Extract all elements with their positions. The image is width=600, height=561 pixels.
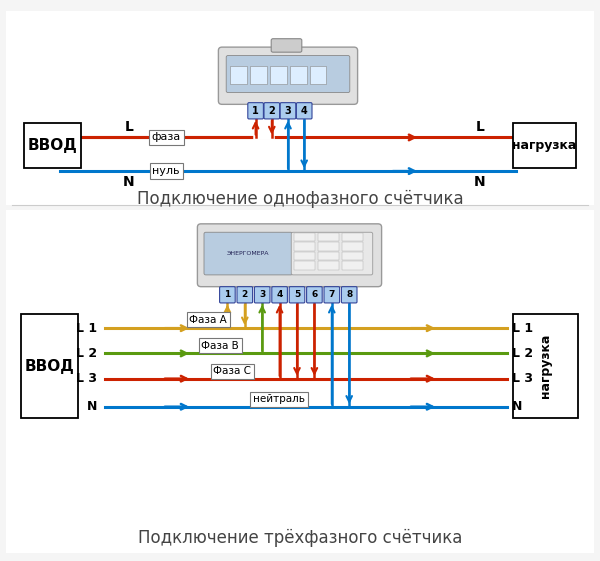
FancyBboxPatch shape [271,39,302,52]
FancyBboxPatch shape [197,224,382,287]
Text: ВВОД: ВВОД [25,358,74,374]
FancyBboxPatch shape [280,103,296,119]
FancyBboxPatch shape [237,287,253,303]
Text: L 3: L 3 [512,372,533,385]
FancyBboxPatch shape [6,11,594,205]
Text: нуль: нуль [152,166,180,176]
Text: 5: 5 [294,290,300,300]
Text: N: N [474,176,486,189]
FancyBboxPatch shape [318,261,338,270]
FancyBboxPatch shape [218,47,358,104]
Text: 3: 3 [284,106,292,116]
Text: нейтраль: нейтраль [253,394,305,404]
FancyBboxPatch shape [24,123,81,168]
Text: L: L [125,121,133,134]
FancyBboxPatch shape [318,252,338,260]
Text: 2: 2 [242,290,248,300]
FancyBboxPatch shape [324,287,340,303]
Text: фаза: фаза [152,132,181,142]
Text: L: L [476,121,484,134]
Text: ЭНЕРГОМЕРА: ЭНЕРГОМЕРА [227,251,269,256]
FancyBboxPatch shape [294,242,314,251]
FancyBboxPatch shape [21,314,78,418]
Text: 8: 8 [346,290,352,300]
FancyBboxPatch shape [318,242,338,251]
FancyBboxPatch shape [342,261,362,270]
Text: N: N [87,400,97,413]
Text: 1: 1 [252,106,259,116]
Text: ВВОД: ВВОД [28,139,77,153]
FancyBboxPatch shape [307,287,322,303]
FancyBboxPatch shape [310,66,326,84]
FancyBboxPatch shape [254,287,270,303]
Text: Фаза С: Фаза С [213,366,251,376]
Text: 4: 4 [277,290,283,300]
FancyBboxPatch shape [230,66,247,84]
Text: 3: 3 [259,290,265,300]
FancyBboxPatch shape [513,123,576,168]
FancyBboxPatch shape [341,287,357,303]
FancyBboxPatch shape [289,287,305,303]
Text: L 2: L 2 [76,347,97,360]
FancyBboxPatch shape [294,261,314,270]
FancyBboxPatch shape [248,103,263,119]
FancyBboxPatch shape [290,66,307,84]
Text: L 1: L 1 [76,321,97,335]
FancyBboxPatch shape [272,287,287,303]
FancyBboxPatch shape [318,233,338,241]
Text: L 2: L 2 [512,347,533,360]
FancyBboxPatch shape [342,252,362,260]
FancyBboxPatch shape [270,66,287,84]
FancyBboxPatch shape [291,232,373,275]
FancyBboxPatch shape [513,314,578,418]
Text: 2: 2 [268,106,275,116]
FancyBboxPatch shape [342,233,362,241]
Text: N: N [123,176,135,189]
Text: Подключение трёхфазного счётчика: Подключение трёхфазного счётчика [138,529,462,547]
Text: 1: 1 [224,290,230,300]
FancyBboxPatch shape [6,210,594,553]
Text: нагрузка: нагрузка [512,139,577,153]
Text: 6: 6 [311,290,317,300]
Text: нагрузка: нагрузка [539,334,552,398]
FancyBboxPatch shape [342,242,362,251]
FancyBboxPatch shape [204,232,293,275]
Text: 7: 7 [329,290,335,300]
Text: Подключение однофазного счётчика: Подключение однофазного счётчика [137,190,463,208]
Text: Фаза В: Фаза В [202,341,239,351]
Text: Фаза А: Фаза А [190,315,227,325]
FancyBboxPatch shape [296,103,312,119]
FancyBboxPatch shape [294,233,314,241]
FancyBboxPatch shape [264,103,280,119]
FancyBboxPatch shape [250,66,267,84]
Text: 4: 4 [301,106,308,116]
FancyBboxPatch shape [220,287,235,303]
Text: L 1: L 1 [512,321,533,335]
FancyBboxPatch shape [294,252,314,260]
Text: N: N [512,400,522,413]
FancyBboxPatch shape [226,56,350,93]
Text: L 3: L 3 [76,372,97,385]
